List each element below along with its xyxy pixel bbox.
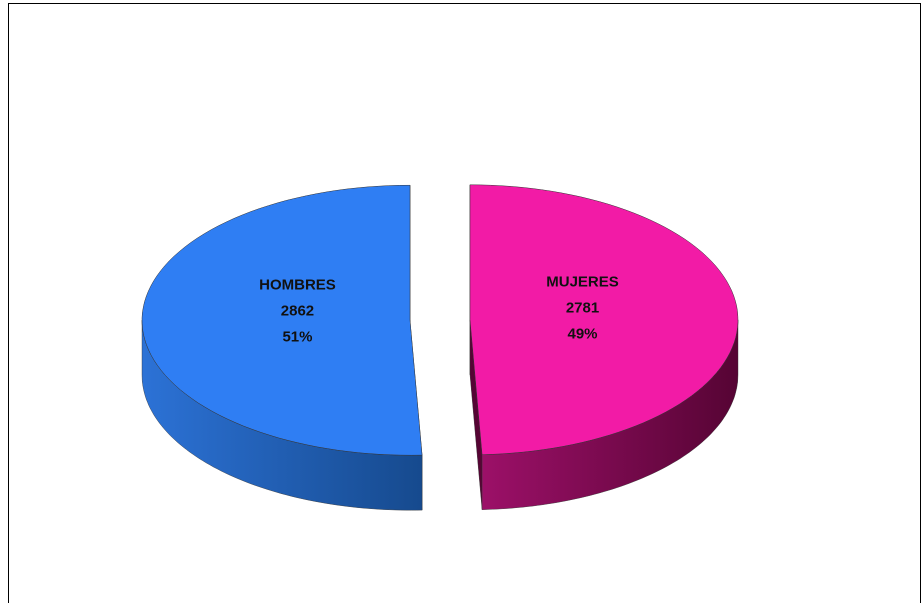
slice-percent-label: 49% [568,325,598,342]
slice-category-label: MUJERES [546,273,619,290]
slice [141,184,423,456]
slice-value-label: 2781 [566,299,599,316]
slice-category-label: HOMBRES [259,276,336,293]
slice-percent-label: 51% [282,328,312,345]
slice-value-label: 2862 [281,302,314,319]
slice [469,184,739,455]
